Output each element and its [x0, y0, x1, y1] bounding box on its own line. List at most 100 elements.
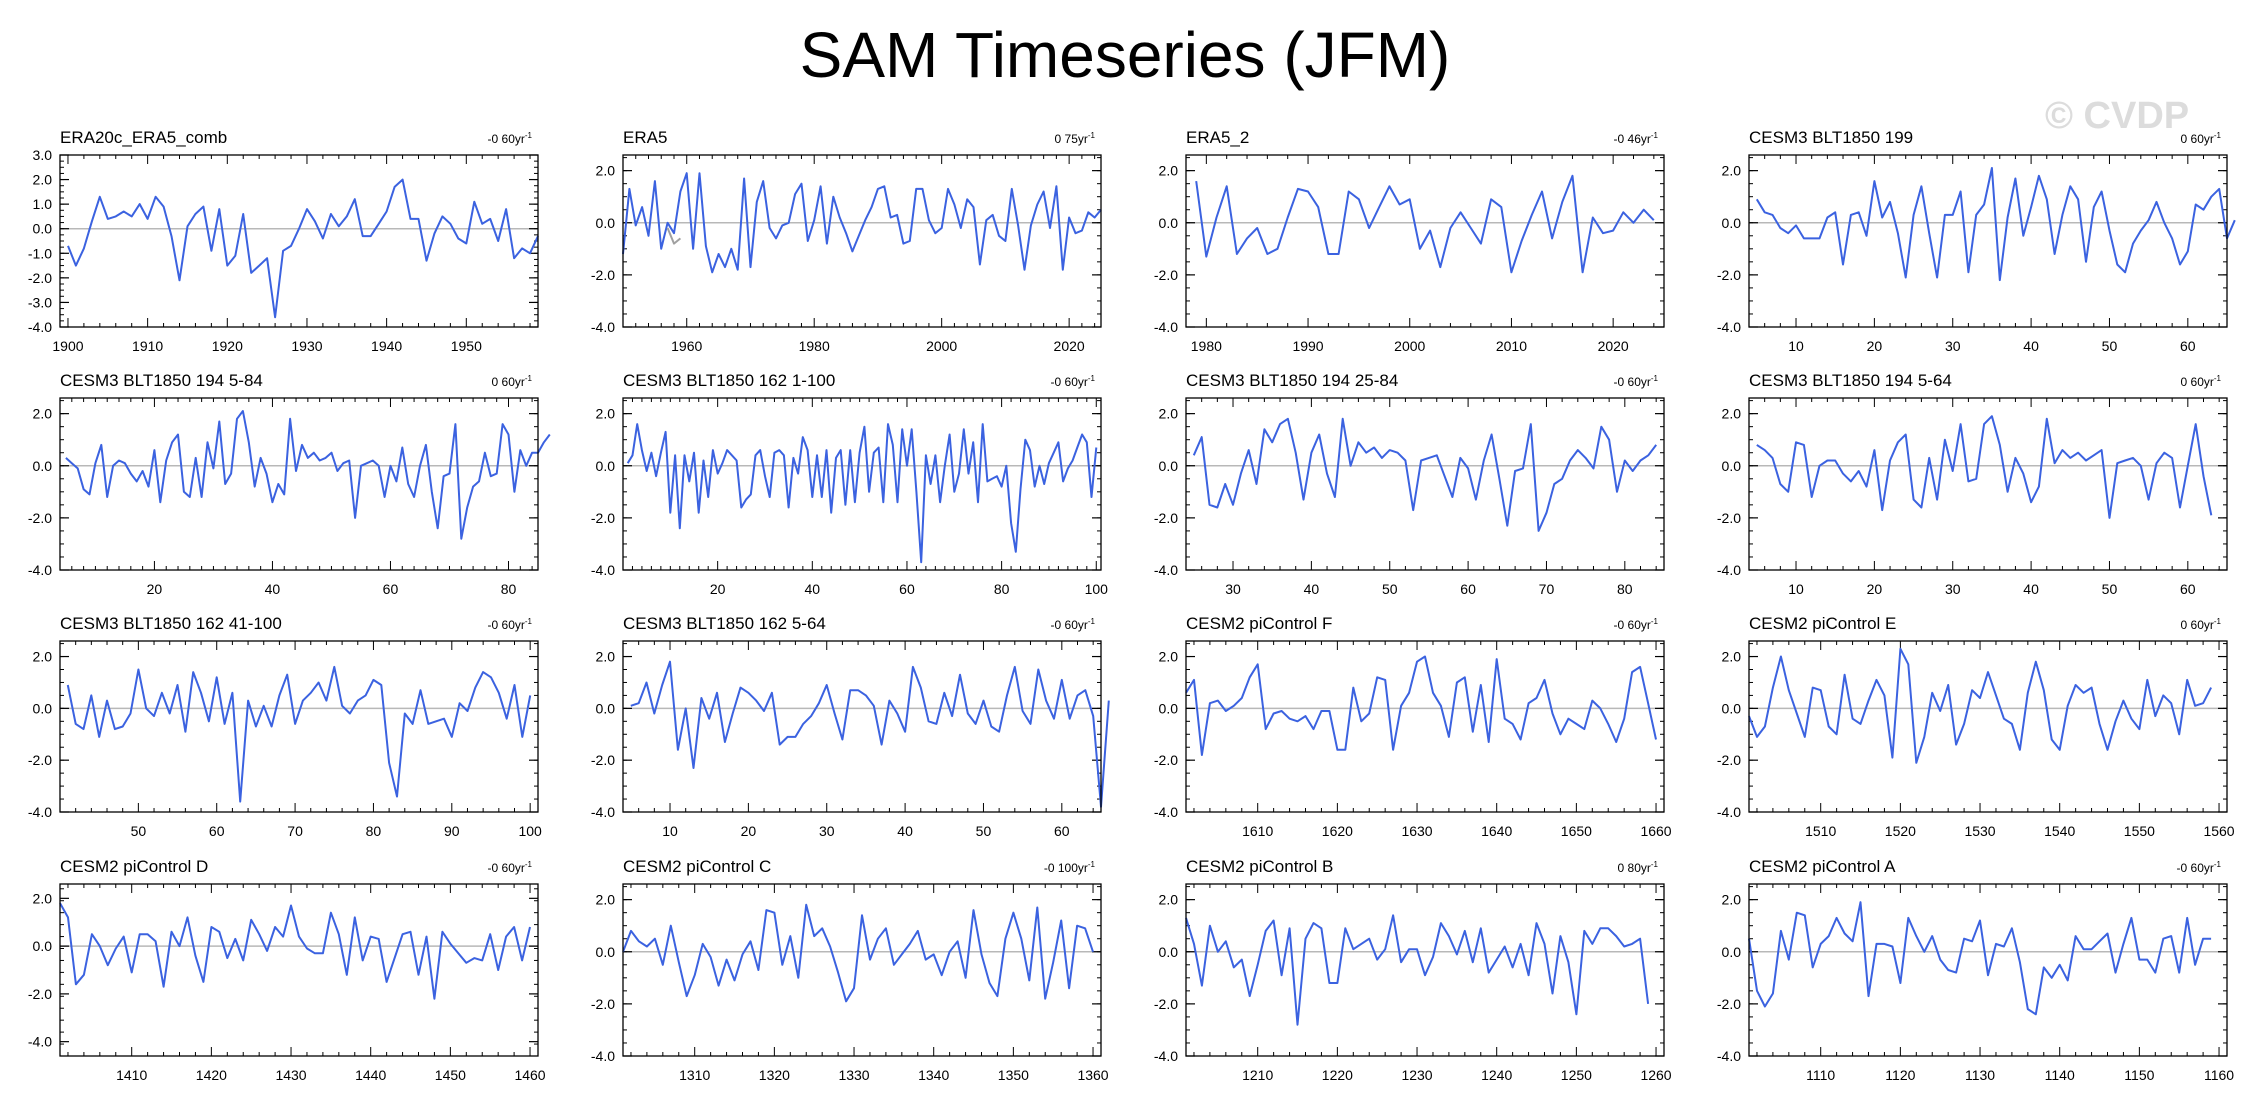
series-line-1 — [1748, 647, 2212, 764]
x-tick-label: 70 — [287, 823, 303, 839]
x-tick-label: 1650 — [1561, 823, 1592, 839]
x-tick-label: 1320 — [759, 1067, 790, 1083]
y-tick-label: -4.0 — [28, 1034, 52, 1050]
y-tick-label: -4.0 — [591, 804, 615, 820]
x-tick-label: 60 — [1460, 581, 1476, 597]
x-tick-label: 1520 — [1885, 823, 1916, 839]
y-tick-label: 2.0 — [33, 406, 53, 422]
plot-frame — [1748, 154, 2228, 328]
plot-frame — [1185, 883, 1665, 1057]
x-tick-label: 1540 — [2044, 823, 2075, 839]
x-tick-label: 1130 — [1965, 1067, 1995, 1083]
y-tick-label: 2.0 — [1159, 163, 1179, 179]
trend-exponent: -1 — [2214, 617, 2222, 626]
x-tick-label: 1560 — [2203, 823, 2234, 839]
x-tick-label: 50 — [2102, 338, 2118, 354]
series-line-1 — [630, 660, 1110, 808]
x-tick-label: 1250 — [1561, 1067, 1592, 1083]
x-tick-label: 40 — [897, 823, 913, 839]
y-tick-label: 0.0 — [1722, 458, 1742, 474]
panel-title: CESM3 BLT1850 194 5-84 — [60, 371, 263, 390]
trend-label: -0 60yr-1 — [1614, 617, 1659, 632]
panel-title: CESM3 BLT1850 199 — [1749, 128, 1913, 147]
trend-label: -0 60yr-1 — [2177, 860, 2222, 875]
y-tick-label: 0.0 — [596, 944, 616, 960]
panel-7: CESM3 BLT1850 194 25-84 -0 60yr-1 2.0 0.0 -2… — [1154, 371, 1665, 597]
panel-title: CESM3 BLT1850 194 5-64 — [1749, 371, 1952, 390]
series-line-1 — [626, 423, 1098, 564]
y-tick-label: 2.0 — [596, 163, 616, 179]
y-tick-label: -2.0 — [591, 996, 615, 1012]
x-tick-label: 60 — [2180, 581, 2196, 597]
series-line-2 — [666, 227, 682, 245]
y-tick-label: 0.0 — [1722, 944, 1742, 960]
trend-exponent: -1 — [525, 617, 533, 626]
y-tick-label: -2.0 — [1717, 996, 1741, 1012]
x-tick-label: 1330 — [838, 1067, 869, 1083]
x-tick-label: 90 — [444, 823, 460, 839]
x-tick-label: 20 — [1867, 581, 1883, 597]
x-tick-label: 30 — [1225, 581, 1241, 597]
series-line-1 — [1195, 174, 1655, 274]
panel-8: CESM3 BLT1850 194 5-64 0 60yr-1 2.0 0.0 -2.0… — [1717, 371, 2228, 597]
trend-exponent: -1 — [2214, 860, 2222, 869]
y-tick-label: -2.0 — [1717, 752, 1741, 768]
trend-label: -0 60yr-1 — [1614, 374, 1659, 389]
series-line-1 — [1185, 655, 1657, 756]
x-tick-label: 2020 — [1054, 338, 1085, 354]
y-tick-label: 2.0 — [1159, 649, 1179, 665]
plot-frame — [622, 883, 1102, 1057]
plot-frame — [1748, 883, 2228, 1057]
x-tick-label: 80 — [994, 581, 1010, 597]
y-tick-label: -4.0 — [1717, 319, 1741, 335]
y-tick-label: -2.0 — [1154, 996, 1178, 1012]
x-tick-label: 1220 — [1322, 1067, 1353, 1083]
y-tick-label: -3.0 — [28, 294, 52, 310]
y-tick-label: 2.0 — [1159, 406, 1179, 422]
panel-1: ERA20c_ERA5_comb -0 60yr-1 3.0 2.0 1.0 0.0 -1.… — [28, 128, 539, 354]
y-tick-label: -2.0 — [1154, 752, 1178, 768]
series-line-1 — [66, 665, 532, 803]
trend-label: -0 46yr-1 — [1614, 131, 1659, 146]
x-tick-label: 20 — [710, 581, 726, 597]
y-tick-label: -4.0 — [28, 562, 52, 578]
x-tick-label: 1900 — [52, 338, 83, 354]
x-tick-label: 1160 — [2204, 1067, 2234, 1083]
x-tick-label: 1950 — [451, 338, 482, 354]
y-tick-label: -2.0 — [28, 270, 52, 286]
trend-label: 0 80yr-1 — [1618, 860, 1659, 875]
trend-exponent: -1 — [1651, 860, 1659, 869]
series-line-1 — [1756, 415, 2213, 519]
y-tick-label: -4.0 — [28, 804, 52, 820]
x-tick-label: 1150 — [2124, 1067, 2154, 1083]
x-tick-label: 20 — [1867, 338, 1883, 354]
cvdp-watermark: © CVDP — [2045, 95, 2190, 137]
trend-label: 0 60yr-1 — [2181, 617, 2222, 632]
trend-label: -0 60yr-1 — [488, 860, 533, 875]
x-tick-label: 1550 — [2124, 823, 2155, 839]
panel-title: CESM3 BLT1850 162 41-100 — [60, 614, 282, 633]
x-tick-label: 20 — [147, 581, 163, 597]
plot-frame — [1185, 397, 1665, 571]
x-tick-label: 50 — [976, 823, 992, 839]
plot-frame — [622, 397, 1102, 571]
y-tick-label: 0.0 — [33, 458, 53, 474]
x-tick-label: 1940 — [371, 338, 402, 354]
x-tick-label: 1530 — [1964, 823, 1995, 839]
plot-frame — [59, 883, 539, 1057]
x-tick-label: 1960 — [671, 338, 702, 354]
y-tick-label: 2.0 — [33, 649, 53, 665]
plot-frame — [622, 640, 1102, 813]
trend-exponent: -1 — [1088, 617, 1096, 626]
plot-frame — [1185, 154, 1665, 328]
y-tick-label: -4.0 — [1717, 804, 1741, 820]
x-tick-label: 60 — [899, 581, 915, 597]
trend-label: -0 100yr-1 — [1044, 860, 1096, 875]
plot-frame — [1748, 640, 2228, 813]
trend-label: -0 60yr-1 — [1051, 617, 1096, 632]
x-tick-label: 40 — [1304, 581, 1320, 597]
x-tick-label: 1920 — [212, 338, 243, 354]
panel-16: CESM2 piControl A -0 60yr-1 2.0 0.0 -2.0 -4.0… — [1717, 857, 2234, 1083]
trend-exponent: -1 — [1088, 374, 1096, 383]
y-tick-label: -4.0 — [1717, 1048, 1741, 1064]
